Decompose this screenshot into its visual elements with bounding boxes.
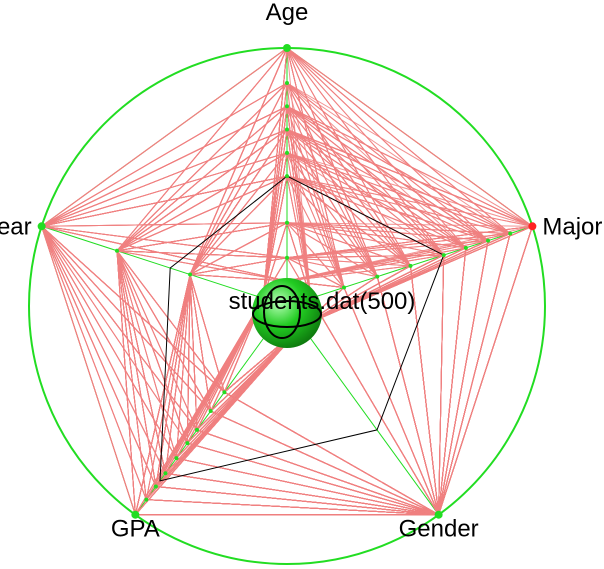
record-line bbox=[116, 82, 312, 431]
axis-tick-point bbox=[463, 245, 468, 250]
record-line bbox=[40, 222, 440, 516]
record-line bbox=[155, 47, 345, 489]
record-line bbox=[116, 225, 534, 516]
record-line bbox=[175, 232, 511, 516]
record-line bbox=[155, 129, 534, 516]
axis-tick-point bbox=[285, 220, 289, 225]
axis-tick-point bbox=[285, 255, 289, 260]
axis-line-gender bbox=[301, 325, 440, 516]
axis-tick-point bbox=[285, 127, 289, 132]
axis-label-major: Major bbox=[542, 213, 602, 240]
record-line bbox=[40, 222, 446, 516]
center-sphere[interactable] bbox=[252, 278, 322, 348]
record-line bbox=[155, 129, 534, 516]
axis-tick-point bbox=[185, 441, 190, 446]
axis-tick-point bbox=[144, 497, 149, 502]
record-line bbox=[134, 129, 534, 516]
record-line bbox=[40, 152, 440, 516]
axis-labels: Age Major Gender GPA Year bbox=[0, 0, 602, 543]
axis-point-year[interactable] bbox=[37, 222, 46, 231]
record-line bbox=[40, 82, 440, 516]
axis-tick-point bbox=[174, 456, 179, 461]
axis-tick-point bbox=[222, 390, 227, 395]
axis-tick-point bbox=[508, 231, 513, 236]
axis-point-major[interactable] bbox=[528, 222, 537, 231]
axis-tick-point bbox=[408, 263, 413, 268]
record-line bbox=[134, 129, 534, 516]
axis-label-year: Year bbox=[0, 213, 32, 240]
axis-label-age: Age bbox=[266, 0, 309, 26]
axis-line-major bbox=[310, 225, 533, 299]
axis-label-gpa: GPA bbox=[111, 516, 160, 543]
record-line bbox=[40, 152, 440, 516]
record-line bbox=[186, 254, 444, 444]
axis-line-year bbox=[41, 225, 264, 299]
axis-tick-point bbox=[486, 238, 491, 243]
axis-tick-point bbox=[153, 484, 158, 489]
record-line bbox=[155, 47, 489, 516]
axis-tick-point bbox=[285, 104, 289, 109]
record-line bbox=[186, 152, 489, 516]
record-line bbox=[134, 129, 534, 516]
axis-tick-point bbox=[163, 471, 168, 476]
axis-point-age[interactable] bbox=[283, 44, 291, 52]
axis-tick-point bbox=[441, 253, 446, 258]
record-line bbox=[175, 47, 533, 516]
record-line bbox=[186, 129, 534, 516]
record-line bbox=[155, 175, 379, 487]
axis-label-gender: Gender bbox=[399, 516, 479, 543]
mean-profile-line bbox=[159, 175, 445, 482]
axis-point-gender[interactable] bbox=[434, 510, 443, 519]
record-line bbox=[164, 47, 511, 516]
record-line bbox=[155, 222, 440, 516]
axis-tick-point bbox=[285, 80, 289, 85]
axis-tick-point bbox=[114, 248, 119, 253]
record-line bbox=[223, 175, 490, 393]
mean-profile-layer bbox=[159, 175, 445, 482]
axis-tick-point bbox=[285, 150, 289, 155]
record-line bbox=[210, 152, 468, 412]
record-line bbox=[40, 222, 345, 488]
record-line bbox=[189, 105, 467, 516]
axis-tick-point bbox=[375, 274, 380, 279]
axis-tick-point bbox=[285, 174, 289, 179]
axis-tick-point bbox=[208, 409, 213, 414]
record-line bbox=[40, 225, 489, 516]
axis-tick-point bbox=[194, 427, 199, 432]
axis-tick-point bbox=[342, 285, 347, 290]
axis-tick-point bbox=[188, 272, 193, 277]
record-line bbox=[134, 175, 511, 516]
axis-point-gpa[interactable] bbox=[131, 510, 140, 519]
record-line bbox=[116, 222, 345, 475]
dataset-label: students.dat(500) bbox=[229, 288, 416, 315]
